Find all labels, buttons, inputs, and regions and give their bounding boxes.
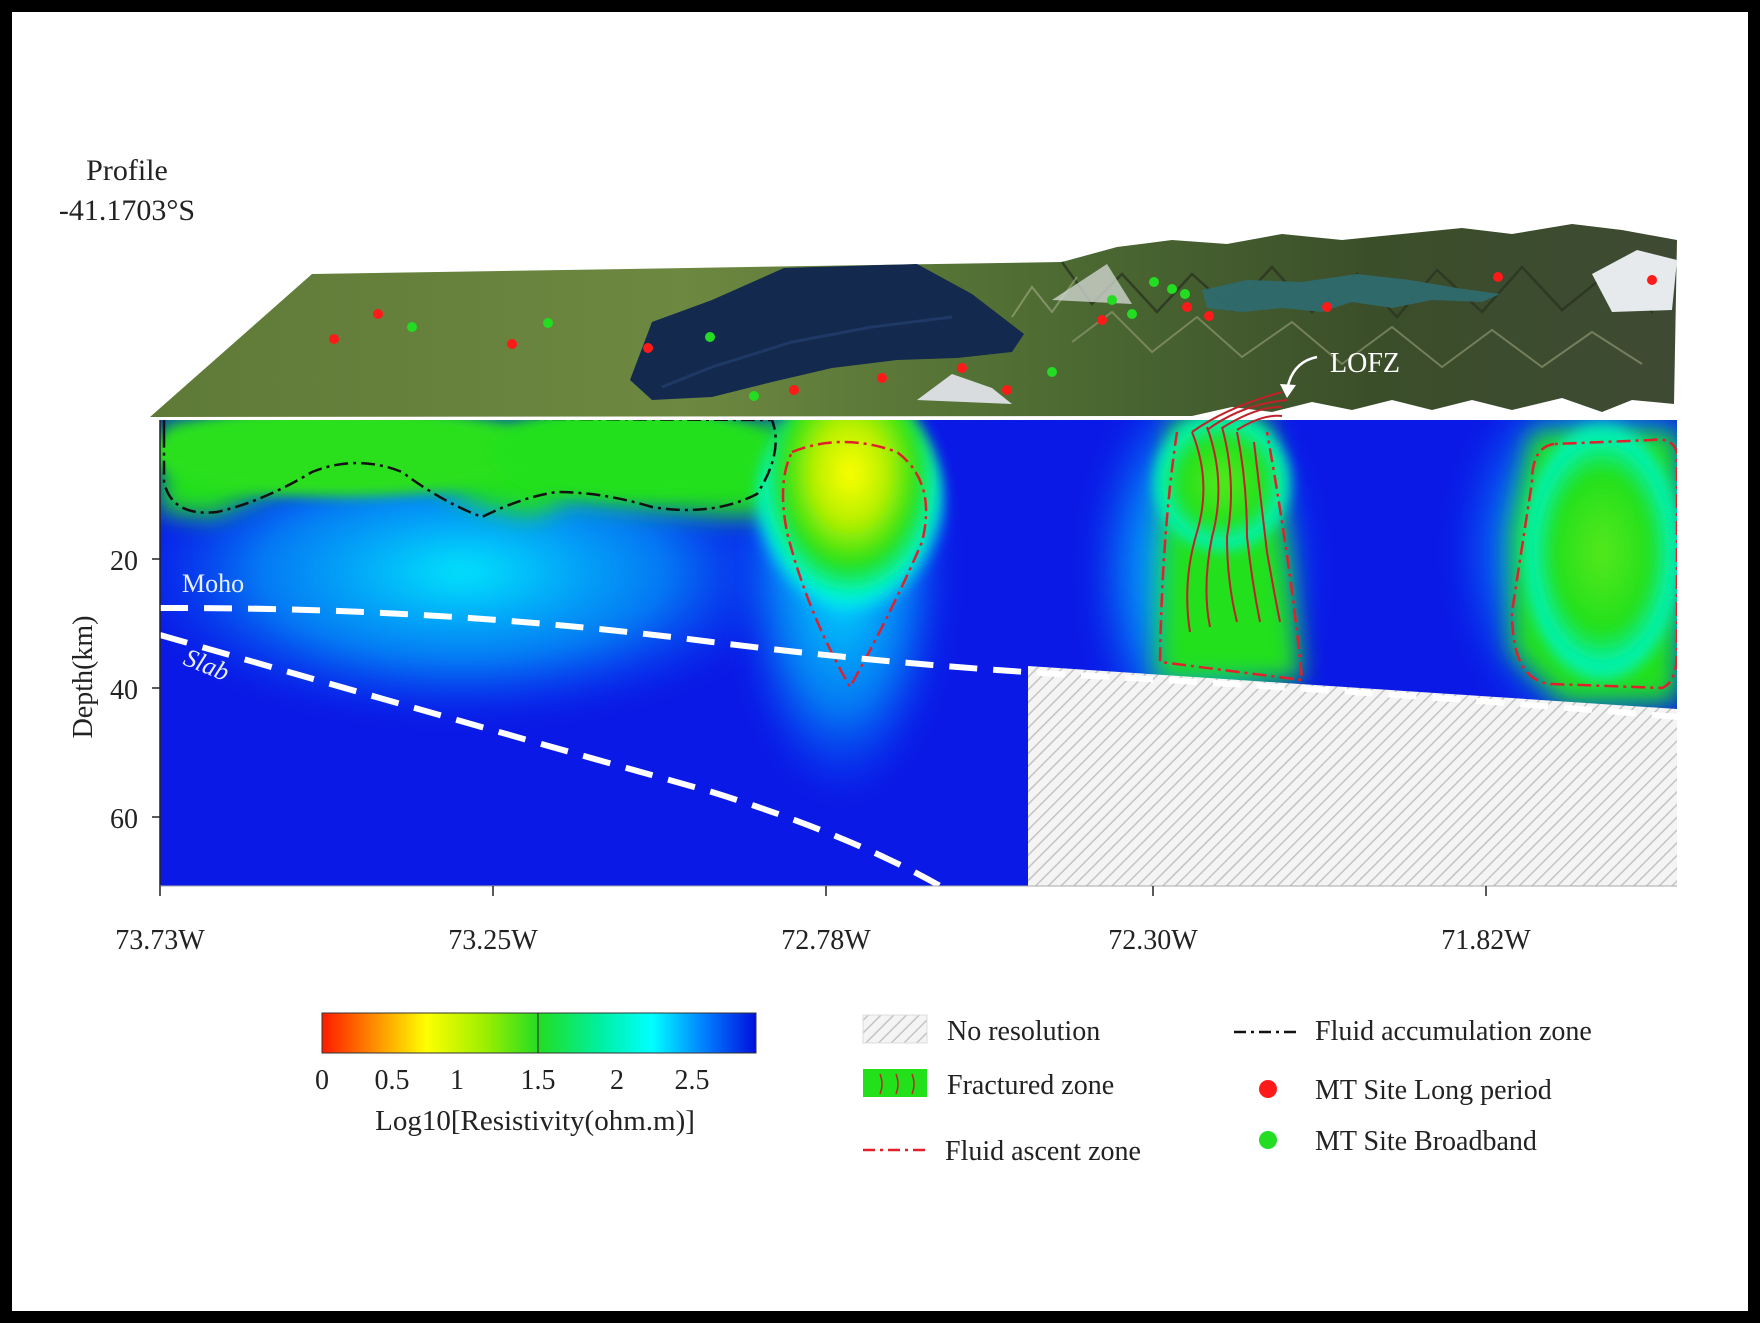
figure: Profile -41.1703°S — [59, 154, 1677, 1167]
legend-no-resolution: No resolution — [947, 1016, 1100, 1047]
moho-line — [160, 604, 1677, 720]
mt-site-broadband — [1107, 295, 1117, 305]
mt-site-long-period — [789, 385, 799, 395]
x-tick-4: 72.30W — [1108, 925, 1198, 956]
figure-frame: Profile -41.1703°S — [12, 12, 1748, 1311]
profile-latitude: -41.1703°S — [59, 194, 195, 227]
mt-site-long-period — [957, 363, 967, 373]
lofz-arrowhead — [1280, 384, 1296, 398]
legend-mt-broadband: MT Site Broadband — [1315, 1126, 1537, 1157]
mt-site-long-period — [507, 339, 517, 349]
cbar-tick-4: 2 — [610, 1065, 624, 1096]
mt-site-long-period — [1097, 315, 1107, 325]
slab-line — [160, 632, 947, 886]
mt-site-broadband — [407, 322, 417, 332]
legend-swatch-no-resolution — [862, 1014, 928, 1044]
mt-site-broadband — [1149, 277, 1159, 287]
colorbar — [321, 1012, 757, 1054]
terrain-strip — [150, 224, 1677, 417]
mt-site-broadband — [749, 391, 759, 401]
legend: No resolution Fractured zone Fluid ascen… — [862, 1014, 1592, 1167]
mt-site-broadband — [1127, 309, 1137, 319]
colorbar-label: Log10[Resistivity(ohm.m)] — [375, 1105, 695, 1137]
cbar-tick-0: 0 — [315, 1065, 329, 1096]
legend-fluid-accumulation: Fluid accumulation zone — [1315, 1016, 1592, 1047]
profile-label: Profile — [86, 154, 168, 187]
moho-label: Moho — [182, 569, 244, 598]
legend-dot-mt-long — [1259, 1080, 1277, 1098]
y-tick-marks — [152, 558, 160, 818]
legend-mt-long: MT Site Long period — [1315, 1075, 1552, 1106]
mt-site-long-period — [1204, 311, 1214, 321]
mt-site-long-period — [643, 343, 653, 353]
x-tick-1: 73.73W — [115, 925, 205, 956]
cbar-tick-2: 1 — [450, 1065, 464, 1096]
legend-fracture-marks — [879, 1073, 915, 1095]
mt-site-long-period — [1647, 275, 1657, 285]
y-axis-label: Depth(km) — [68, 616, 99, 739]
mt-site-broadband — [1167, 284, 1177, 294]
cbar-tick-3: 1.5 — [521, 1065, 556, 1096]
lofz-label: LOFZ — [1330, 348, 1400, 379]
mt-site-broadband — [705, 332, 715, 342]
y-tick-60: 60 — [110, 804, 138, 835]
legend-fluid-ascent: Fluid ascent zone — [945, 1136, 1141, 1167]
mt-site-long-period — [1182, 302, 1192, 312]
mt-site-broadband — [1047, 367, 1057, 377]
cbar-tick-1: 0.5 — [375, 1065, 410, 1096]
resistivity-section — [160, 420, 1677, 886]
mt-site-long-period — [373, 309, 383, 319]
x-tick-2: 73.25W — [448, 925, 538, 956]
mt-site-long-period — [329, 334, 339, 344]
y-tick-40: 40 — [110, 675, 138, 706]
x-tick-marks — [159, 886, 1487, 896]
legend-fractured: Fractured zone — [947, 1070, 1114, 1101]
cbar-tick-5: 2.5 — [675, 1065, 710, 1096]
mt-site-broadband — [543, 318, 553, 328]
x-tick-5: 71.82W — [1441, 925, 1531, 956]
mt-site-long-period — [1002, 385, 1012, 395]
legend-swatch-fractured — [863, 1069, 927, 1097]
y-tick-20: 20 — [110, 546, 138, 577]
legend-dot-mt-broadband — [1259, 1131, 1277, 1149]
mt-site-long-period — [1322, 302, 1332, 312]
terrain-fracture-lines — [1191, 391, 1288, 433]
mt-site-broadband — [1180, 289, 1190, 299]
fracture-lines — [1186, 426, 1281, 633]
mt-sites — [329, 272, 1657, 401]
mt-site-long-period — [1493, 272, 1503, 282]
x-tick-3: 72.78W — [781, 925, 871, 956]
mt-site-long-period — [877, 373, 887, 383]
